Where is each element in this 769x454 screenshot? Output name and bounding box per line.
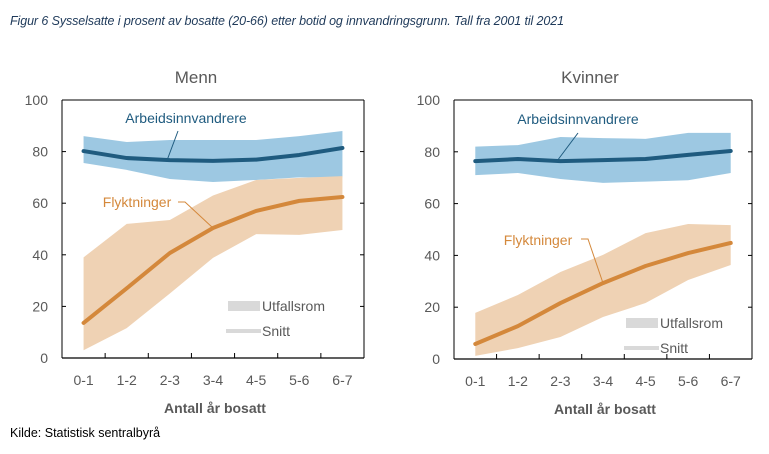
x-tick-label: 2-3 (160, 372, 180, 388)
panel-kvinner: Kvinner 0 20 40 60 80 100 0-1 1-2 2-3 3-4 4-5 5-6 6-7… (417, 68, 753, 417)
source-note: Kilde: Statistisk sentralbyrå (10, 426, 161, 440)
x-tick-label: 4-5 (246, 372, 266, 388)
x-axis-title: Antall år bosatt (554, 401, 656, 417)
y-tick-label: 80 (424, 144, 440, 160)
x-tick-label: 1-2 (508, 373, 528, 389)
figure-title: Figur 6 Sysselsatte i prosent av bosatte… (10, 14, 564, 28)
annotation-arbeidsinnvandrere: Arbeidsinnvandrere (517, 111, 639, 127)
range-band-flyktninger (83, 176, 343, 351)
range-band-arbeidsinnvandrere (83, 130, 343, 183)
annotation-leader-flyktninger (178, 201, 214, 229)
legend-label-snitt: Snitt (660, 340, 688, 356)
panel-title: Kvinner (561, 68, 619, 87)
x-tick-label: 2-3 (550, 373, 570, 389)
panel-title: Menn (175, 68, 218, 87)
annotation-arbeidsinnvandrere: Arbeidsinnvandrere (125, 110, 247, 126)
y-tick-label: 60 (424, 196, 440, 212)
legend-label-utfallsrom: Utfallsrom (660, 315, 723, 331)
y-tick-label: 60 (32, 195, 48, 211)
y-tick-label: 20 (32, 298, 48, 314)
y-tick-label: 0 (40, 350, 48, 366)
y-tick-label: 0 (432, 351, 440, 367)
x-tick-label: 3-4 (203, 372, 223, 388)
panel-menn: Menn 0 20 40 60 80 100 0-1 1-2 2-3 3-4 4-5 5-6 6-7 Ant… (25, 68, 365, 416)
legend-swatch-utfallsrom (228, 301, 260, 311)
y-tick-label: 100 (25, 92, 49, 108)
x-tick-label: 6-7 (721, 373, 741, 389)
annotation-flyktninger: Flyktninger (504, 232, 573, 248)
legend-label-snitt: Snitt (262, 323, 290, 339)
annotation-leader-flyktninger (581, 238, 604, 284)
x-tick-label: 6-7 (332, 372, 352, 388)
x-tick-label: 0-1 (465, 373, 485, 389)
y-tick-label: 40 (32, 247, 48, 263)
x-tick-label: 1-2 (117, 372, 137, 388)
x-tick-label: 5-6 (289, 372, 309, 388)
annotation-flyktninger: Flyktninger (103, 194, 172, 210)
x-tick-label: 4-5 (635, 373, 655, 389)
legend-swatch-utfallsrom (626, 318, 658, 328)
range-band-arbeidsinnvandrere (475, 132, 731, 183)
x-tick-label: 3-4 (593, 373, 613, 389)
y-tick-label: 40 (424, 247, 440, 263)
x-axis-title: Antall år bosatt (164, 400, 266, 416)
y-tick-label: 20 (424, 299, 440, 315)
annotation-leader-arbeidsinnvandrere (558, 132, 579, 160)
legend-label-utfallsrom: Utfallsrom (262, 298, 325, 314)
range-band-flyktninger (475, 224, 731, 356)
x-tick-label: 5-6 (678, 373, 698, 389)
annotation-leader-arbeidsinnvandrere (167, 130, 179, 159)
x-tick-label: 0-1 (73, 372, 93, 388)
y-tick-label: 100 (417, 92, 441, 108)
y-tick-label: 80 (32, 144, 48, 160)
